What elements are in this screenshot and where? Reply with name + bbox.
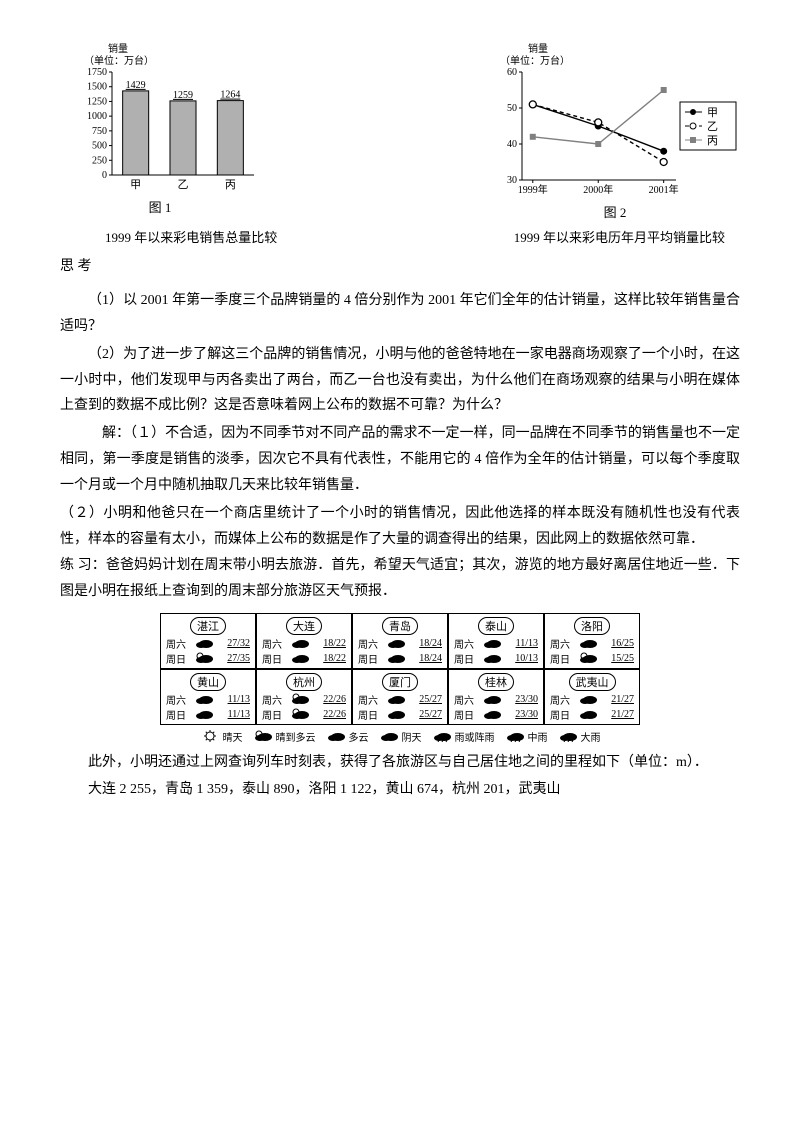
svg-text:30: 30: [507, 175, 517, 186]
city-name: 厦门: [382, 673, 418, 691]
weather-cell: 黄山周六11/13周日11/13: [160, 669, 256, 725]
svg-text:1264: 1264: [220, 90, 240, 101]
chart1-caption: 1999 年以来彩电销售总量比较: [105, 227, 277, 246]
city-name: 桂林: [478, 673, 514, 691]
answer-2: （２）小明和他爸只在一个商店里统计了一个小时的销售情况，因此他选择的样本既没有随…: [60, 501, 740, 553]
weather-cell: 泰山周六11/13周日10/13: [448, 613, 544, 669]
bar-chart: 销量（单位：万台） 0 250 500 750 1000 1250 1500 1750 1429 甲…: [60, 40, 260, 195]
charts-row: 销量（单位：万台）025050075010001250150017501429甲…: [60, 40, 740, 221]
svg-text:1750: 1750: [87, 67, 107, 78]
svg-text:甲: 甲: [130, 179, 141, 191]
weather-cell: 洛阳周六16/25周日15/25: [544, 613, 640, 669]
answer-1: 解：（１）不合适，因为不同季节对不同产品的需求不一定一样，同一品牌在不同季节的销…: [60, 421, 740, 499]
svg-text:甲: 甲: [707, 107, 718, 119]
chart2-label: 图 2: [604, 202, 627, 221]
chart-captions: 1999 年以来彩电销售总量比较 1999 年以来彩电历年月平均销量比较: [60, 227, 740, 246]
svg-text:0: 0: [102, 170, 107, 181]
chart1-label: 图 1: [149, 197, 172, 216]
svg-text:2000年: 2000年: [583, 183, 613, 196]
chart1-box: 销量（单位：万台） 0 250 500 750 1000 1250 1500 1750 1429 甲…: [60, 40, 260, 221]
city-name: 武夷山: [569, 673, 616, 691]
svg-text:销量: 销量: [108, 42, 128, 55]
weather-cell: 湛江周六27/32周日27/35: [160, 613, 256, 669]
weather-legend: 晴天晴到多云多云阴天雨或阵雨中雨大雨: [160, 729, 640, 744]
weather-table: 湛江周六27/32周日27/35大连周六18/22周日18/22青岛周六18/2…: [60, 613, 740, 744]
svg-text:（单位：万台）: （单位：万台）: [500, 54, 570, 67]
lianxi: 练 习：爸爸妈妈计划在周末带小明去旅游．首先，希望天气适宜；其次，游览的地方最好…: [60, 553, 740, 605]
weather-cell: 杭州周六22/26周日22/26: [256, 669, 352, 725]
city-name: 洛阳: [574, 617, 610, 635]
line-chart: 销量（单位：万台） 30 40 50 60 1999年 2000年 2001年 甲乙丙: [490, 40, 740, 200]
city-name: 泰山: [478, 617, 514, 635]
weather-cell: 青岛周六18/24周日18/24: [352, 613, 448, 669]
svg-text:500: 500: [92, 141, 107, 152]
svg-text:40: 40: [507, 139, 517, 150]
chart2-box: 销量（单位：万台） 30 40 50 60 1999年 2000年 2001年 甲乙丙 图 2: [490, 40, 740, 221]
city-name: 大连: [286, 617, 322, 635]
city-name: 杭州: [286, 673, 322, 691]
chart2-caption: 1999 年以来彩电历年月平均销量比较: [514, 227, 725, 246]
weather-cell: 桂林周六23/30周日23/30: [448, 669, 544, 725]
svg-text:50: 50: [507, 103, 517, 114]
svg-text:1429: 1429: [126, 80, 146, 91]
svg-text:1000: 1000: [87, 111, 107, 122]
svg-text:乙: 乙: [707, 120, 718, 133]
after-text-1: 此外，小明还通过上网查询列车时刻表，获得了各旅游区与自己居住地之间的里程如下（单…: [60, 750, 740, 776]
city-name: 青岛: [382, 617, 418, 635]
svg-text:1259: 1259: [173, 90, 193, 101]
svg-text:1250: 1250: [87, 96, 107, 107]
svg-text:丙: 丙: [707, 135, 718, 147]
svg-text:丙: 丙: [225, 179, 236, 191]
weather-cell: 武夷山周六21/27周日21/27: [544, 669, 640, 725]
svg-text:750: 750: [92, 126, 107, 137]
svg-text:1500: 1500: [87, 82, 107, 93]
svg-text:2001年: 2001年: [649, 183, 679, 196]
question-2: （2）为了进一步了解这三个品牌的销售情况，小明与他的爸爸特地在一家电器商场观察了…: [60, 342, 740, 420]
weather-cell: 厦门周六25/27周日25/27: [352, 669, 448, 725]
svg-text:1999年: 1999年: [518, 183, 548, 196]
svg-text:250: 250: [92, 155, 107, 166]
svg-text:乙: 乙: [178, 178, 189, 191]
heading-sikao: 思 考: [60, 254, 740, 280]
city-name: 黄山: [190, 673, 226, 691]
question-1: （1）以 2001 年第一季度三个品牌销量的 4 倍分别作为 2001 年它们全…: [60, 288, 740, 340]
after-text-2: 大连 2 255，青岛 1 359，泰山 890，洛阳 1 122，黄山 674…: [60, 777, 740, 803]
svg-text:（单位：万台）: （单位：万台）: [84, 54, 154, 67]
weather-cell: 大连周六18/22周日18/22: [256, 613, 352, 669]
svg-text:销量: 销量: [528, 42, 548, 55]
svg-text:60: 60: [507, 67, 517, 78]
city-name: 湛江: [190, 617, 226, 635]
